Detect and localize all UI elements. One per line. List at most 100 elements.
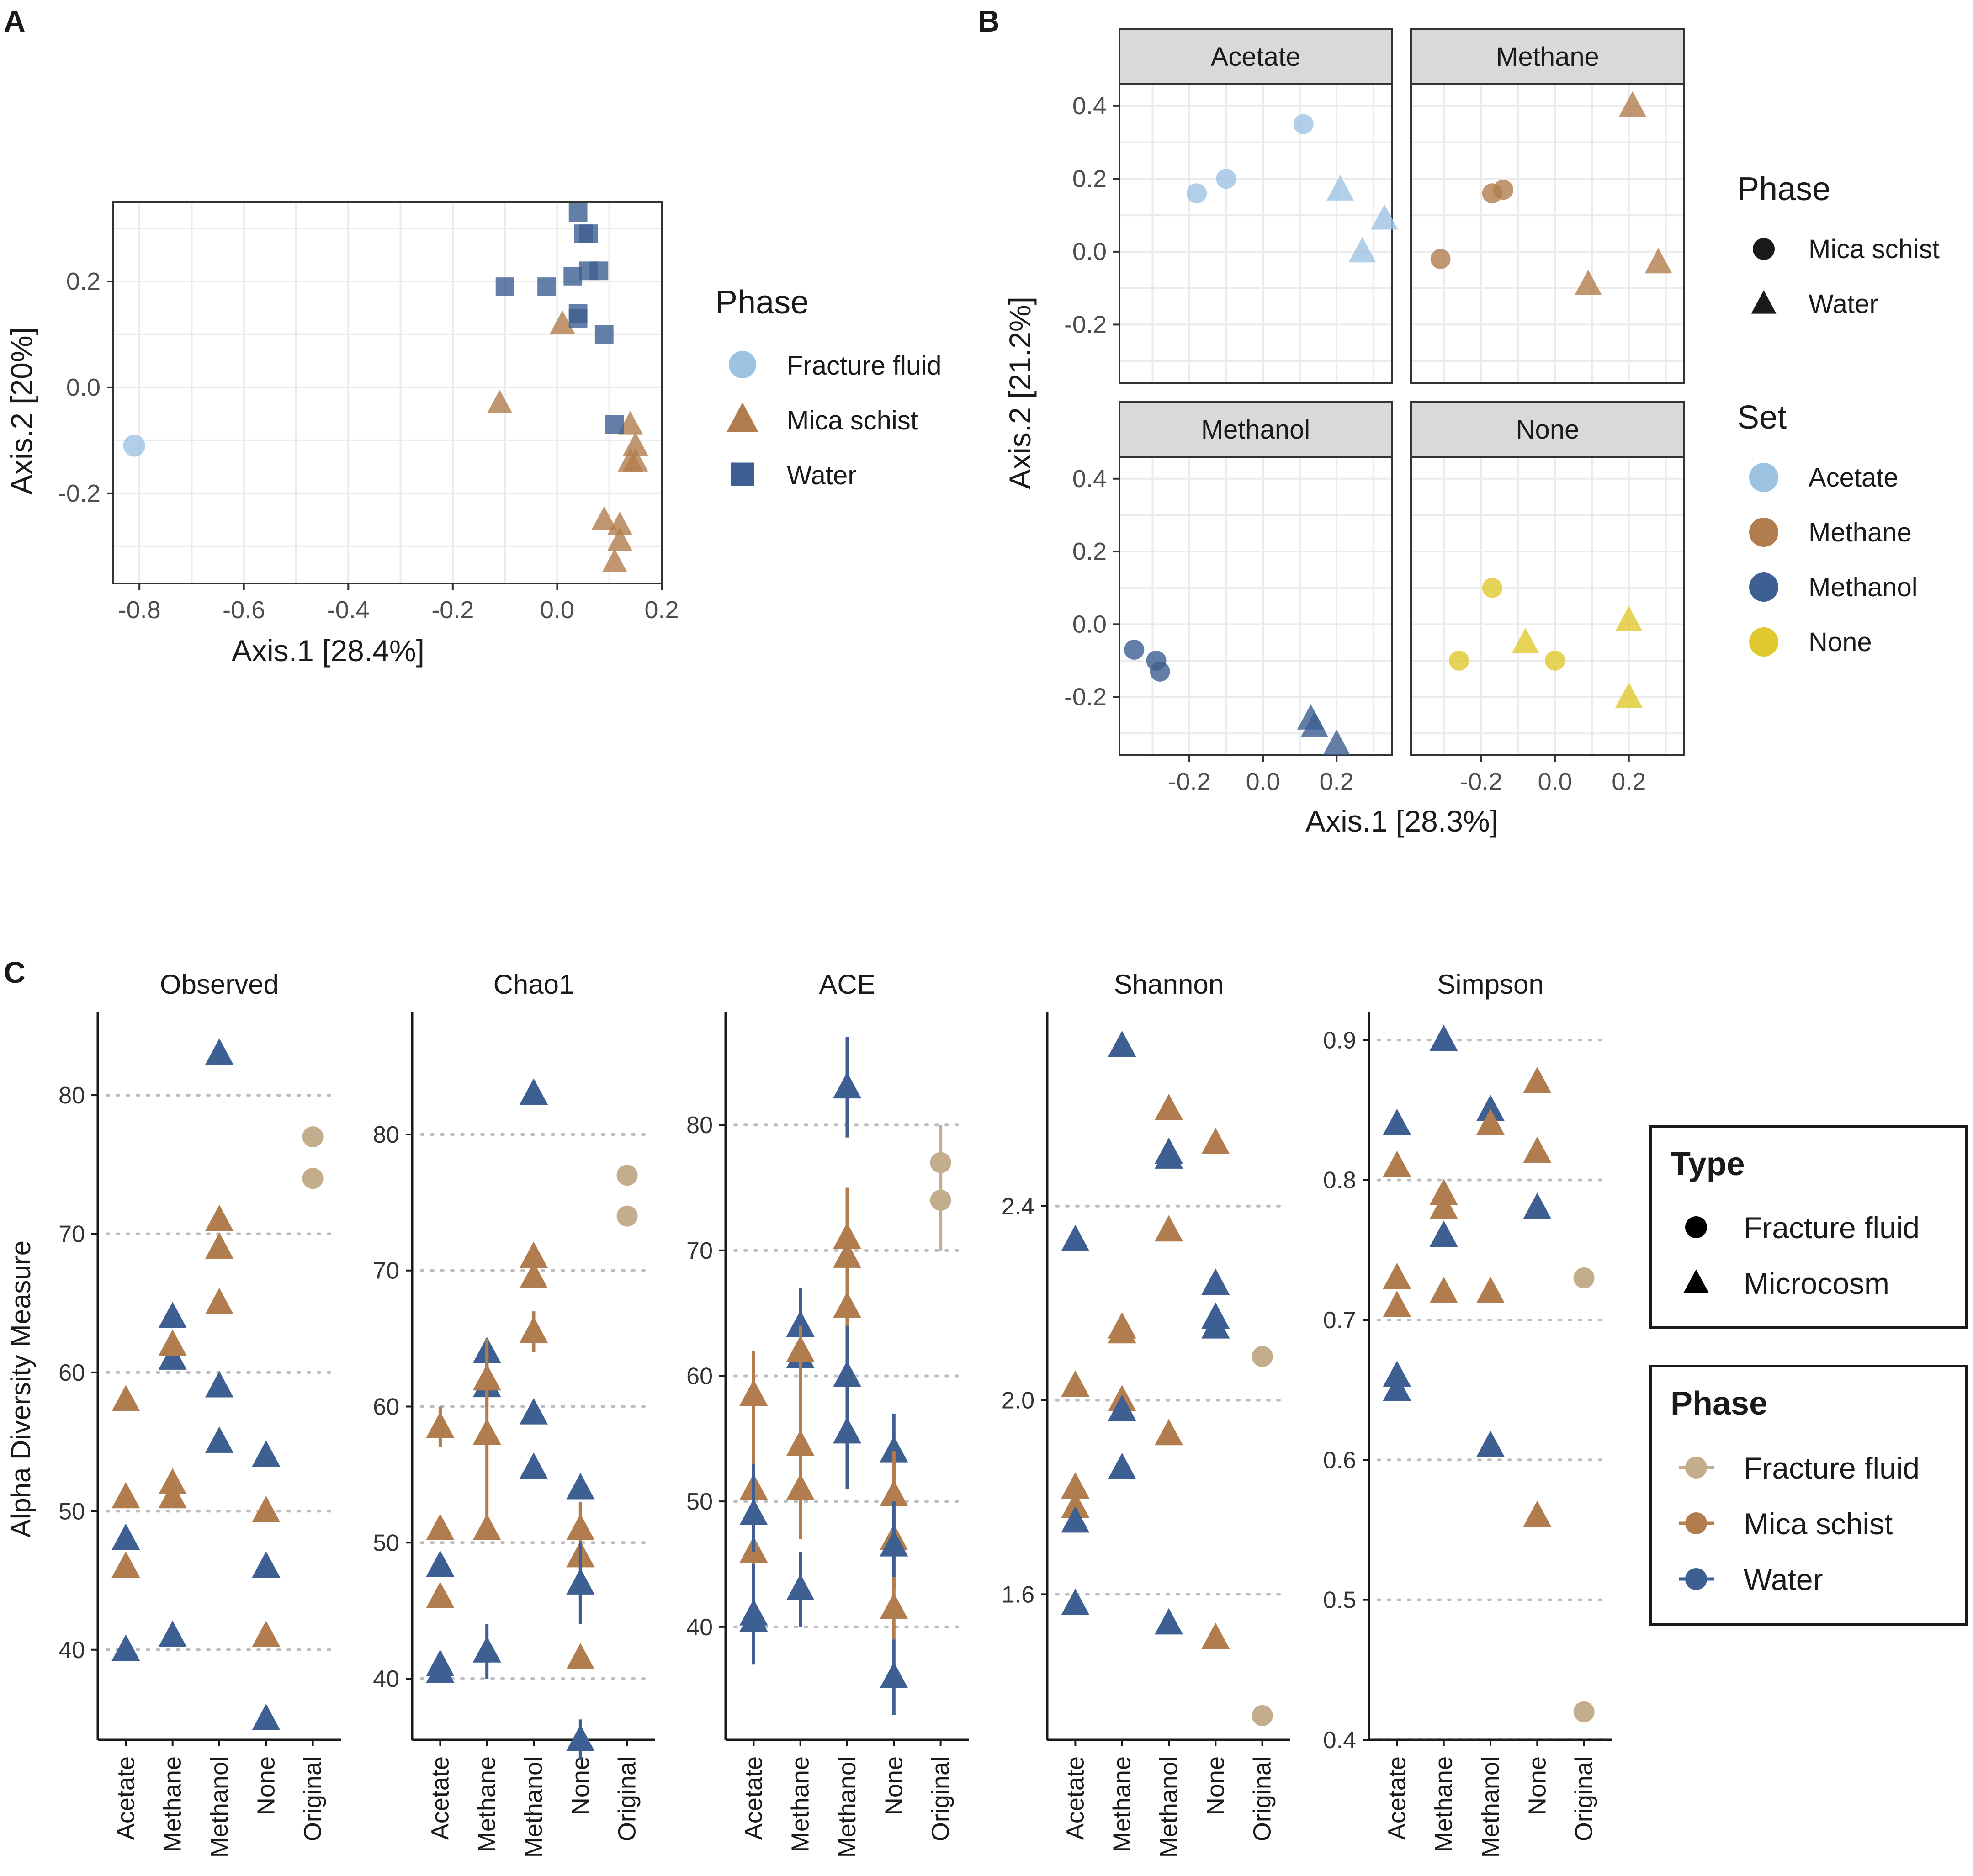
x-axis-title: Axis.1 [28.3%] [1305, 804, 1498, 838]
x-tick-label: Methane [159, 1756, 186, 1852]
data-point-water [1300, 711, 1328, 737]
data-point-mica-schist [880, 1479, 908, 1506]
x-tick-label: Original [927, 1756, 955, 1841]
y-tick-label: 0.6 [1323, 1447, 1356, 1473]
legend-key [1749, 627, 1778, 657]
y-tick-label: 40 [686, 1614, 713, 1641]
data-point-water [1383, 1361, 1411, 1387]
data-point [617, 411, 643, 435]
data-point-mica-schist [739, 1379, 768, 1406]
x-tick-label: Methanol [833, 1756, 861, 1858]
data-point-mica-schist [566, 1643, 595, 1669]
legend-label: Methanol [1809, 572, 1918, 602]
data-point-water [111, 1634, 140, 1661]
data-point [568, 309, 588, 328]
data-point-water [1429, 1220, 1458, 1247]
data-point [605, 415, 624, 434]
data-point-water [739, 1605, 768, 1632]
legend-key [1685, 1512, 1707, 1534]
data-point-water [1108, 1452, 1136, 1479]
data-point-mica-schist [1293, 114, 1314, 134]
data-point-mica-schist [1154, 1215, 1183, 1242]
data-point-water [833, 1072, 862, 1099]
data-point-mica-schist [1201, 1128, 1230, 1155]
y-tick-label: 50 [58, 1498, 85, 1525]
facet-simpson: Simpson 0.4 0.5 0.6 0.7 0.8 0.9 Acetate Methane M… [1323, 969, 1612, 1858]
data-point-mica-schist [1154, 1419, 1183, 1446]
data-point-water [205, 1371, 234, 1398]
data-point-mica-schist [426, 1411, 455, 1438]
plot-background [1119, 84, 1392, 383]
y-tick-label: 0.0 [1072, 610, 1107, 638]
data-point-mica-schist [111, 1551, 140, 1578]
y-tick-label: 40 [373, 1666, 399, 1692]
x-tick-label: Methane [1108, 1756, 1136, 1852]
data-point-mica-schist [472, 1513, 501, 1540]
y-axis-title: Alpha Diversity Measure [5, 1240, 36, 1537]
data-point-water [880, 1436, 908, 1463]
data-point-mica-schist [1482, 578, 1502, 598]
facet-acetate: Acetate -0.2 0.0 0.2 0.4 [1064, 28, 1398, 384]
y-tick-label: 80 [686, 1112, 713, 1139]
data-point-water [158, 1302, 187, 1328]
plot-border [1410, 456, 1685, 756]
data-point-water [158, 1620, 187, 1647]
y-tick-label: 0.7 [1323, 1307, 1356, 1334]
facet-methane: Methane [1410, 28, 1685, 384]
legend-label: Fracture fluid [1744, 1451, 1920, 1485]
data-point-mica-schist [205, 1288, 234, 1314]
plot-background [1411, 84, 1684, 383]
y-tick-label: 70 [58, 1221, 85, 1247]
x-tick-label: Acetate [1383, 1756, 1411, 1840]
plot-background [113, 202, 662, 583]
data-point-water [519, 1078, 548, 1105]
facet-shannon: Shannon 1.6 2.0 2.4 Acetate Methane Methanol No… [1002, 969, 1290, 1858]
data-point-mica-schist [1476, 1108, 1505, 1135]
x-tick-label: Methanol [206, 1756, 233, 1858]
x-tick-label: 0.2 [1612, 768, 1646, 795]
legend-key [1749, 518, 1778, 547]
data-point-mica-schist [1493, 180, 1514, 200]
data-point-water [1323, 729, 1351, 755]
plot-background [1411, 457, 1684, 755]
legend-title: Type [1671, 1146, 1745, 1182]
x-tick-label: None [567, 1756, 594, 1815]
data-point-water [1618, 91, 1646, 117]
facet-methanol: Methanol -0.2 0.0 0.2 0.4 -0.2 0.0 0.2 [1064, 401, 1393, 795]
facet-title: Observed [160, 969, 279, 1000]
facet-strip [1119, 28, 1393, 85]
y-tick-label: 40 [58, 1637, 85, 1664]
data-point-mica-schist [519, 1316, 548, 1343]
legend-key [1685, 1457, 1707, 1479]
data-point-mica-schist [1061, 1472, 1090, 1499]
x-tick-label: Original [1249, 1756, 1276, 1841]
x-tick-label: Original [299, 1756, 327, 1841]
facet-ace: ACE 40 50 60 70 80 Acetate Methane Methanol None O… [686, 969, 969, 1858]
y-tick-label: 70 [373, 1258, 399, 1284]
x-tick-label: -0.4 [327, 596, 370, 624]
panel-label-b: B [978, 4, 1000, 38]
data-point-water [1574, 270, 1602, 296]
data-point-water [1383, 1108, 1411, 1135]
x-tick-label: 0.2 [644, 596, 679, 624]
y-tick-label: -0.2 [58, 480, 101, 507]
x-tick-label: Original [1570, 1756, 1598, 1841]
y-tick-label: 0.4 [1072, 92, 1107, 120]
data-point-water [880, 1530, 908, 1557]
data-point-water [1615, 682, 1643, 708]
panel-label-a: A [4, 4, 26, 38]
x-tick-label: Acetate [1061, 1756, 1089, 1840]
x-tick-label: Acetate [740, 1756, 767, 1840]
data-point-mica-schist [1108, 1317, 1136, 1344]
data-point-water [1061, 1224, 1090, 1251]
y-tick-label: 0.9 [1323, 1027, 1356, 1054]
y-tick-label: 0.0 [66, 374, 101, 401]
data-point-mica-schist [566, 1513, 595, 1540]
data-point-mica-schist [205, 1204, 234, 1231]
data-point-mica-schist [1187, 183, 1207, 204]
data-point [623, 448, 648, 472]
y-tick-label: -0.2 [1064, 311, 1107, 338]
y-tick-label: 2.0 [1002, 1388, 1034, 1414]
x-tick-label: Methanol [520, 1756, 547, 1858]
